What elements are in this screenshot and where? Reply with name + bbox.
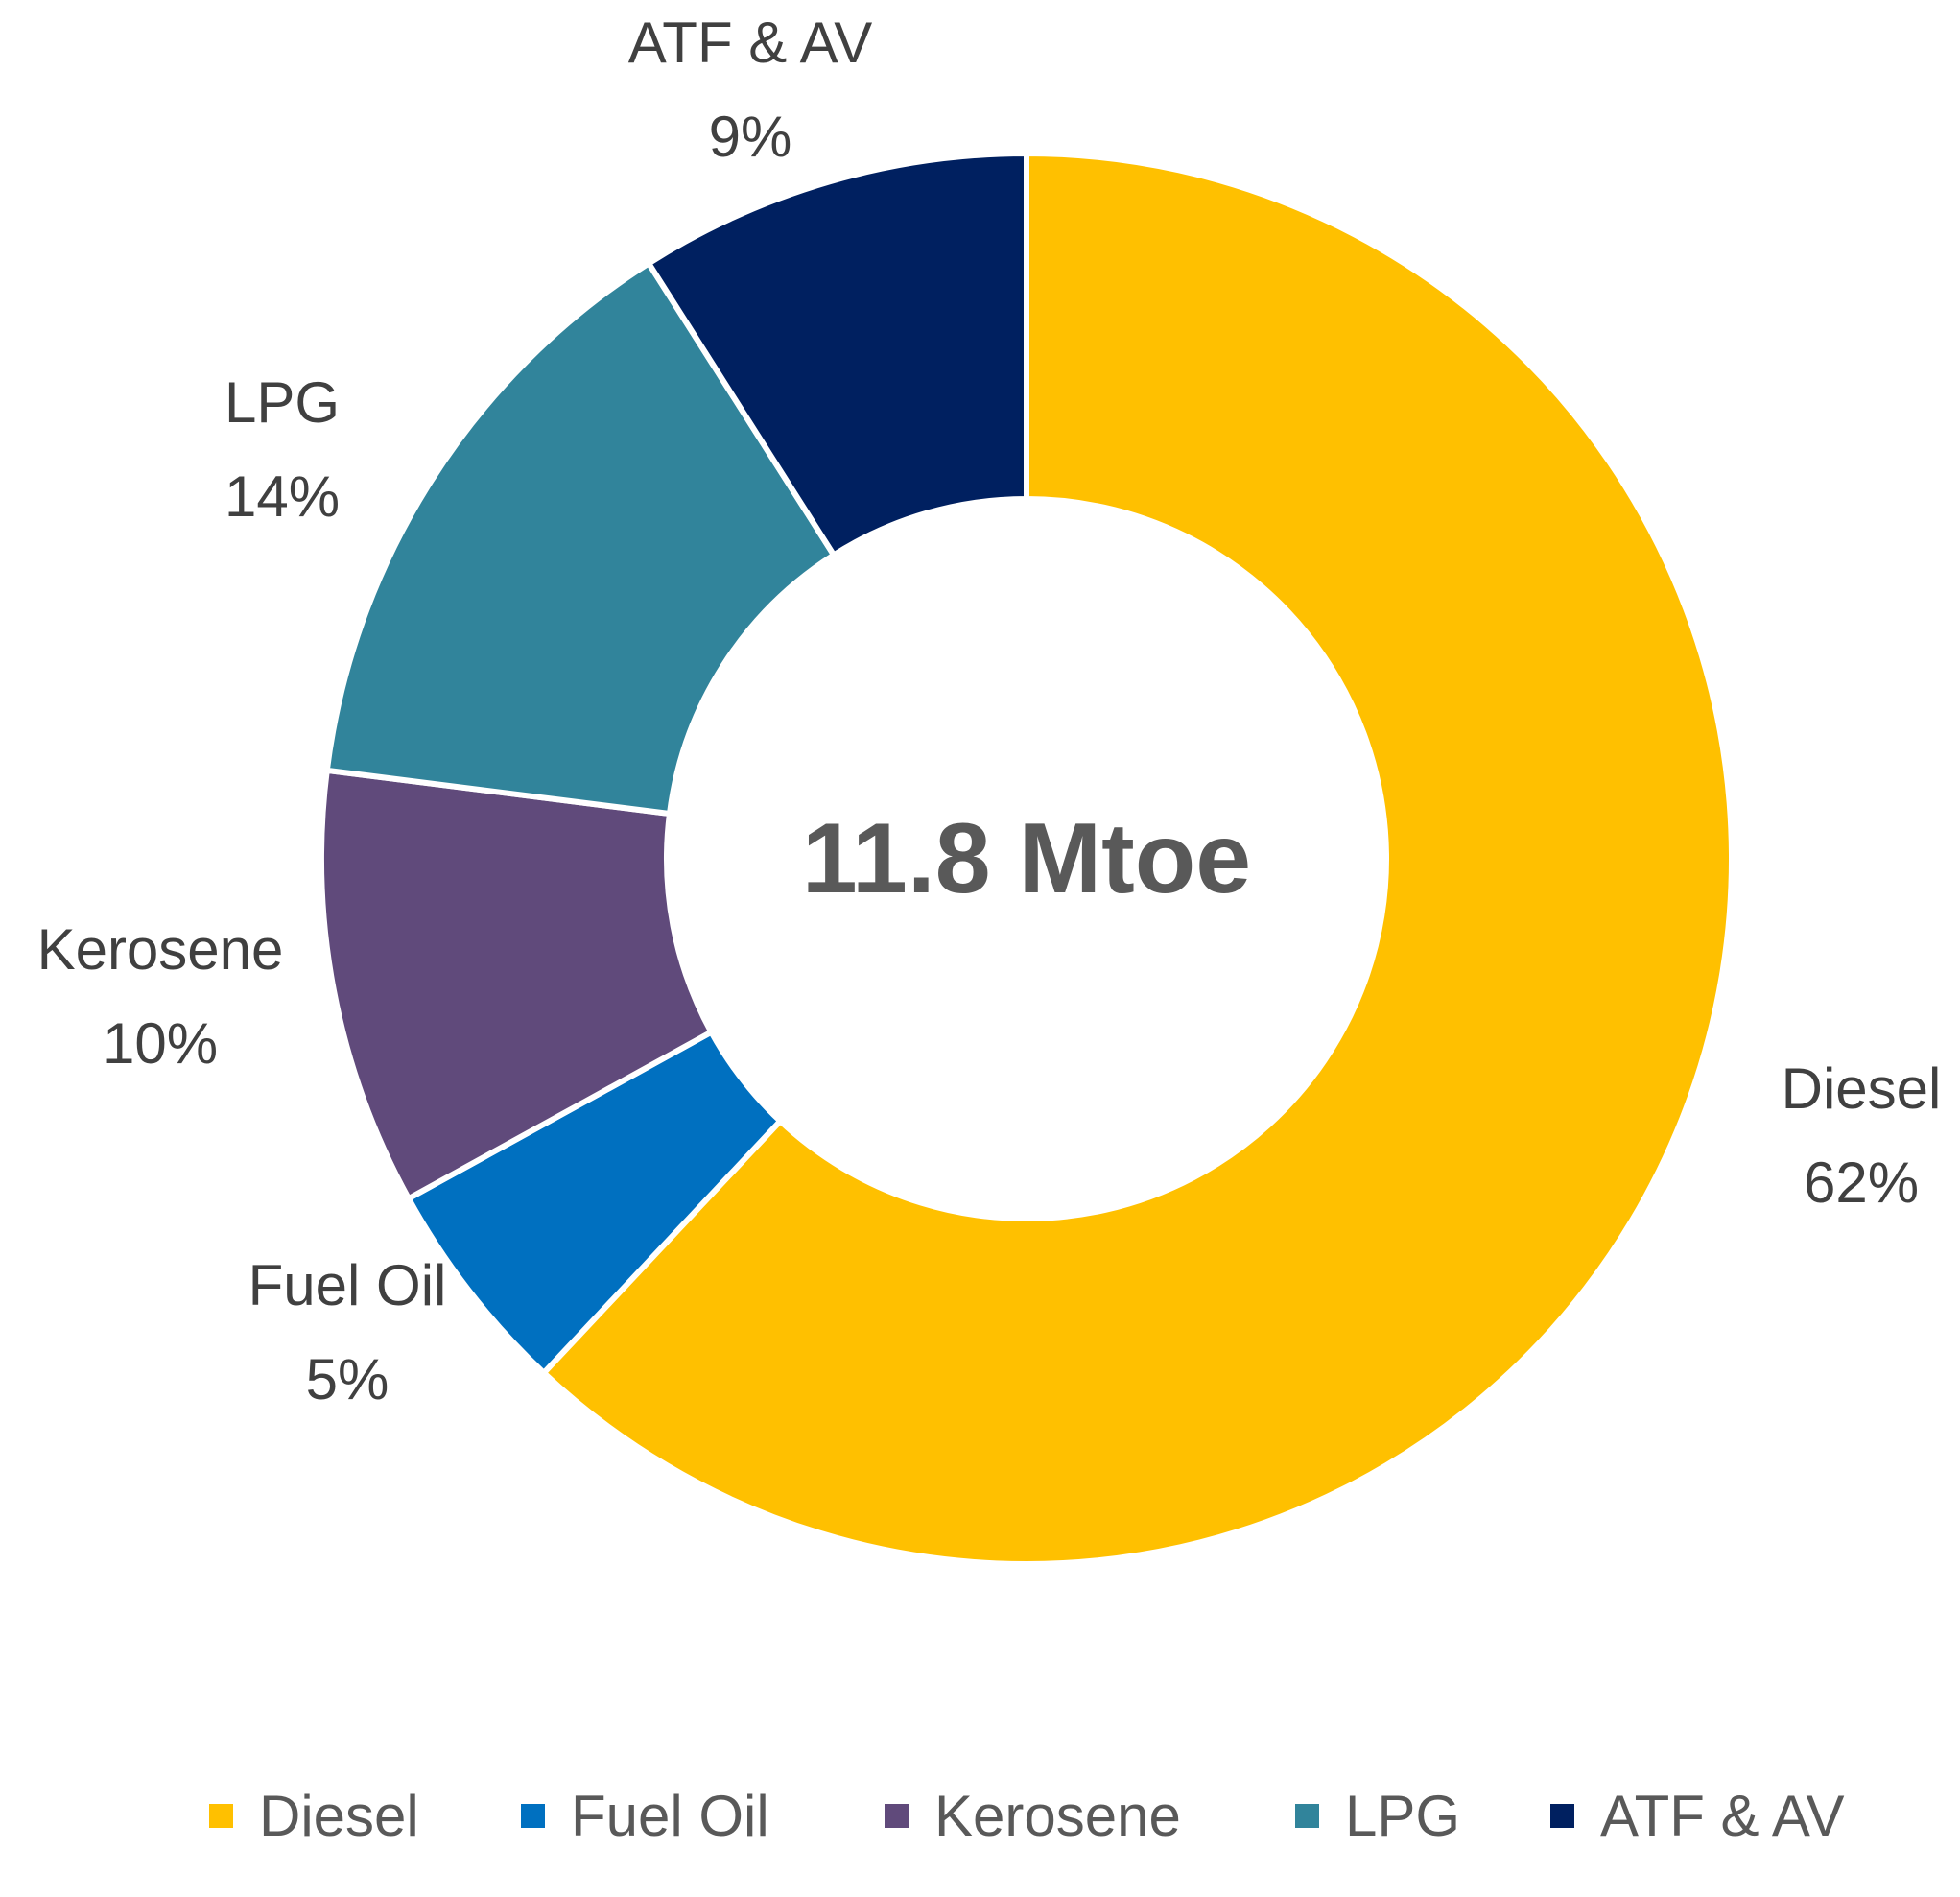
legend-label: Fuel Oil — [571, 1784, 769, 1848]
legend-swatch — [1550, 1804, 1574, 1828]
data-label-diesel: Diesel 62% — [1782, 1056, 1942, 1215]
data-label-atf-av: ATF & AV 9% — [628, 11, 873, 169]
data-label-category: Fuel Oil — [248, 1253, 447, 1317]
data-label-value: 14% — [224, 464, 340, 529]
legend-item-kerosene: Kerosene — [885, 1784, 1181, 1848]
data-labels-group: Diesel 62% Fuel Oil 5% Kerosene 10% LPG 14% ATF … — [37, 11, 1942, 1411]
legend-swatch — [209, 1804, 233, 1828]
legend-item-atf-av: ATF & AV — [1550, 1784, 1845, 1848]
center-total-label: 11.8 Mtoe — [802, 803, 1251, 914]
data-label-category: ATF & AV — [628, 11, 873, 75]
data-label-kerosene: Kerosene 10% — [37, 917, 284, 1076]
data-label-category: Diesel — [1782, 1056, 1942, 1121]
legend-swatch — [1295, 1804, 1319, 1828]
legend-item-diesel: Diesel — [209, 1784, 419, 1848]
legend-label: LPG — [1345, 1784, 1460, 1848]
legend-swatch — [885, 1804, 909, 1828]
legend-label: Diesel — [259, 1784, 419, 1848]
legend-item-fuel-oil: Fuel Oil — [521, 1784, 769, 1848]
data-label-value: 5% — [306, 1347, 390, 1411]
data-label-category: LPG — [224, 370, 340, 435]
data-label-value: 9% — [709, 105, 792, 169]
legend-label: ATF & AV — [1600, 1784, 1845, 1848]
legend-swatch — [521, 1804, 545, 1828]
legend-label: Kerosene — [934, 1784, 1181, 1848]
data-label-category: Kerosene — [37, 917, 284, 982]
slices-group — [319, 150, 1735, 1567]
slice-kerosene — [319, 767, 716, 1203]
data-label-fuel-oil: Fuel Oil 5% — [248, 1253, 447, 1411]
data-label-value: 62% — [1804, 1150, 1919, 1215]
legend-item-lpg: LPG — [1295, 1784, 1460, 1848]
donut-hole — [667, 499, 1386, 1219]
data-label-lpg: LPG 14% — [224, 370, 340, 529]
legend: Diesel Fuel Oil Kerosene LPG ATF & AV — [209, 1784, 1845, 1848]
data-label-value: 10% — [103, 1011, 218, 1076]
